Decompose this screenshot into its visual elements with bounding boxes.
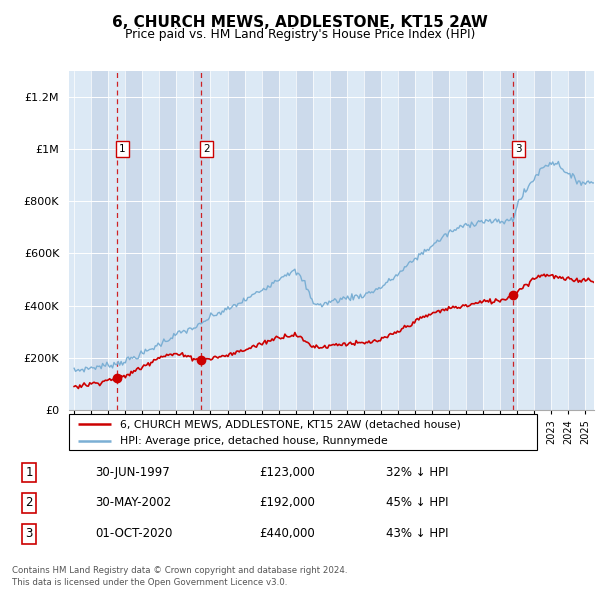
Bar — [211, 71, 227, 410]
Bar — [381, 71, 398, 410]
Bar — [142, 71, 160, 410]
Bar — [74, 71, 91, 410]
Text: 2: 2 — [26, 496, 33, 509]
Text: £123,000: £123,000 — [260, 466, 316, 479]
Text: 2: 2 — [203, 144, 210, 154]
Bar — [432, 71, 449, 410]
Bar — [500, 71, 517, 410]
Bar — [91, 71, 108, 410]
Text: 1: 1 — [119, 144, 126, 154]
Bar — [415, 71, 432, 410]
Bar — [347, 71, 364, 410]
Bar — [245, 71, 262, 410]
Bar — [449, 71, 466, 410]
Bar — [535, 71, 551, 410]
Bar — [160, 71, 176, 410]
Text: 30-MAY-2002: 30-MAY-2002 — [95, 496, 172, 509]
Text: 30-JUN-1997: 30-JUN-1997 — [95, 466, 170, 479]
Text: 3: 3 — [515, 144, 522, 154]
Bar — [568, 71, 586, 410]
Text: 1: 1 — [26, 466, 33, 479]
Bar — [398, 71, 415, 410]
Text: 45% ↓ HPI: 45% ↓ HPI — [386, 496, 449, 509]
Bar — [586, 71, 600, 410]
Text: £440,000: £440,000 — [260, 527, 316, 540]
Bar — [125, 71, 142, 410]
Bar — [466, 71, 483, 410]
Text: £192,000: £192,000 — [260, 496, 316, 509]
Text: 6, CHURCH MEWS, ADDLESTONE, KT15 2AW (detached house): 6, CHURCH MEWS, ADDLESTONE, KT15 2AW (de… — [121, 419, 461, 429]
Bar — [483, 71, 500, 410]
Bar — [313, 71, 330, 410]
Bar — [108, 71, 125, 410]
Bar — [227, 71, 245, 410]
Bar — [278, 71, 296, 410]
Text: HPI: Average price, detached house, Runnymede: HPI: Average price, detached house, Runn… — [121, 436, 388, 445]
Bar — [330, 71, 347, 410]
Bar — [262, 71, 278, 410]
Bar — [551, 71, 568, 410]
Bar — [364, 71, 381, 410]
Text: Contains HM Land Registry data © Crown copyright and database right 2024.
This d: Contains HM Land Registry data © Crown c… — [12, 566, 347, 587]
Bar — [517, 71, 535, 410]
Text: 6, CHURCH MEWS, ADDLESTONE, KT15 2AW: 6, CHURCH MEWS, ADDLESTONE, KT15 2AW — [112, 15, 488, 30]
Text: 43% ↓ HPI: 43% ↓ HPI — [386, 527, 449, 540]
Text: 01-OCT-2020: 01-OCT-2020 — [95, 527, 173, 540]
Text: 3: 3 — [26, 527, 33, 540]
Text: Price paid vs. HM Land Registry's House Price Index (HPI): Price paid vs. HM Land Registry's House … — [125, 28, 475, 41]
Bar — [296, 71, 313, 410]
Bar — [193, 71, 211, 410]
Bar — [176, 71, 193, 410]
Text: 32% ↓ HPI: 32% ↓ HPI — [386, 466, 449, 479]
